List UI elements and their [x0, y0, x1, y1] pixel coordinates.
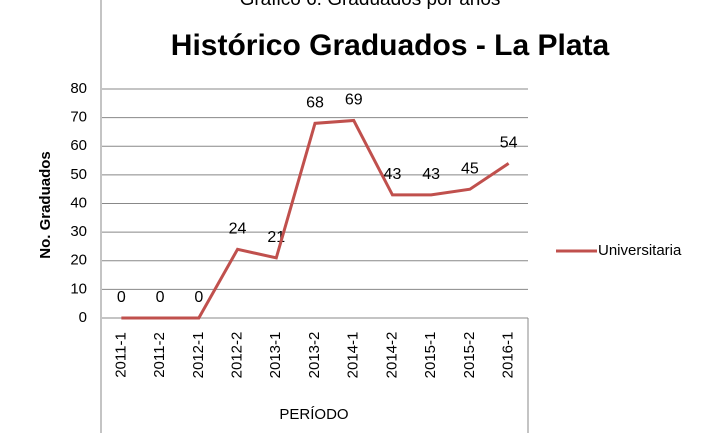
y-tick-label: 20: [70, 252, 87, 269]
y-tick-label: 10: [70, 280, 87, 297]
y-axis-label: No. Graduados: [37, 151, 54, 259]
series-line: [121, 118, 510, 320]
x-tick-label: 2015-2: [461, 332, 478, 379]
data-label: 0: [156, 289, 165, 306]
y-tick-label: 60: [70, 137, 87, 154]
legend-label: Universitaria: [598, 242, 682, 259]
data-label: 68: [306, 95, 324, 112]
data-label: 69: [345, 92, 363, 109]
x-axis-label: PERÍODO: [279, 406, 348, 423]
data-label: 45: [461, 160, 479, 177]
x-tick-label: 2011-1: [112, 332, 129, 378]
data-label: 43: [422, 166, 440, 183]
y-tick-label: 50: [70, 166, 87, 183]
data-label: 43: [384, 166, 402, 183]
x-tick-label: 2014-1: [345, 332, 362, 379]
y-tick-label: 30: [70, 223, 87, 240]
x-tick-label: 2011-2: [151, 332, 168, 378]
x-tick-label: 2012-1: [190, 332, 207, 379]
data-label: 54: [500, 135, 518, 152]
x-tick-label: 2016-1: [500, 332, 517, 379]
data-label: 24: [229, 221, 247, 238]
x-tick-label: 2015-1: [422, 332, 439, 379]
y-tick-label: 80: [70, 80, 87, 97]
x-tick-label: 2012-2: [229, 332, 246, 379]
data-label: 0: [194, 289, 203, 306]
y-tick-label: 70: [70, 109, 87, 126]
x-tick-label: 2013-2: [306, 332, 323, 379]
data-label: 0: [117, 289, 126, 306]
chart-title: Histórico Graduados - La Plata: [171, 29, 610, 62]
y-tick-label: 40: [70, 194, 87, 211]
x-tick-label: 2013-1: [267, 332, 284, 379]
x-tick-label: 2014-2: [383, 332, 400, 379]
caption: Gráfico 6. Graduados por años: [240, 0, 501, 10]
y-tick-label: 0: [79, 309, 87, 326]
